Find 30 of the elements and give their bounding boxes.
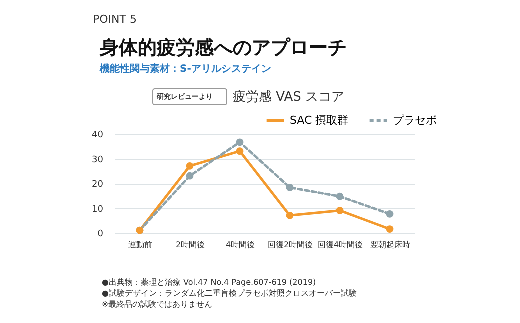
x-tick-label: 回復4時間後 (318, 240, 364, 250)
legend-label: プラセボ (393, 114, 437, 127)
x-tick-label: 運動前 (128, 240, 152, 250)
x-tick-label: 翌朝起床時 (370, 240, 410, 250)
x-tick-label: 回復2時間後 (268, 240, 314, 250)
point (386, 226, 394, 233)
chart-title: 身体的疲労感へのアプローチ (99, 37, 347, 59)
point (336, 207, 344, 214)
legend-label: SAC 摂取群 (290, 114, 349, 127)
y-tick-label: 0 (98, 230, 104, 240)
point (186, 162, 194, 170)
x-tick-label: 2時間後 (176, 240, 206, 250)
y-tick-label: 30 (92, 155, 104, 166)
text: ●出典物：薬理と治療 Vol.47 No.4 Page.607-619 (2019) (102, 278, 316, 287)
point (336, 192, 344, 200)
text: 疲労感 VAS スコア (233, 90, 344, 105)
point (286, 184, 294, 192)
y-tick-label: 40 (92, 130, 104, 140)
text: POINT 5 (93, 13, 137, 26)
point (236, 148, 244, 156)
text: ●試験デザイン：ランダム化二重盲検プラセボ対照クロスオーバー試験 (102, 289, 357, 298)
point (386, 210, 394, 218)
chart-subtitle: 機能性関与素材：S-アリルシステイン (99, 63, 272, 75)
y-tick-label: 10 (92, 204, 104, 215)
point (186, 172, 194, 180)
x-tick-label: 4時間後 (226, 240, 256, 250)
text: ※最終品の試験ではありません (102, 300, 213, 309)
point (286, 212, 294, 220)
y-tick-label: 20 (92, 180, 104, 190)
point (236, 138, 244, 146)
